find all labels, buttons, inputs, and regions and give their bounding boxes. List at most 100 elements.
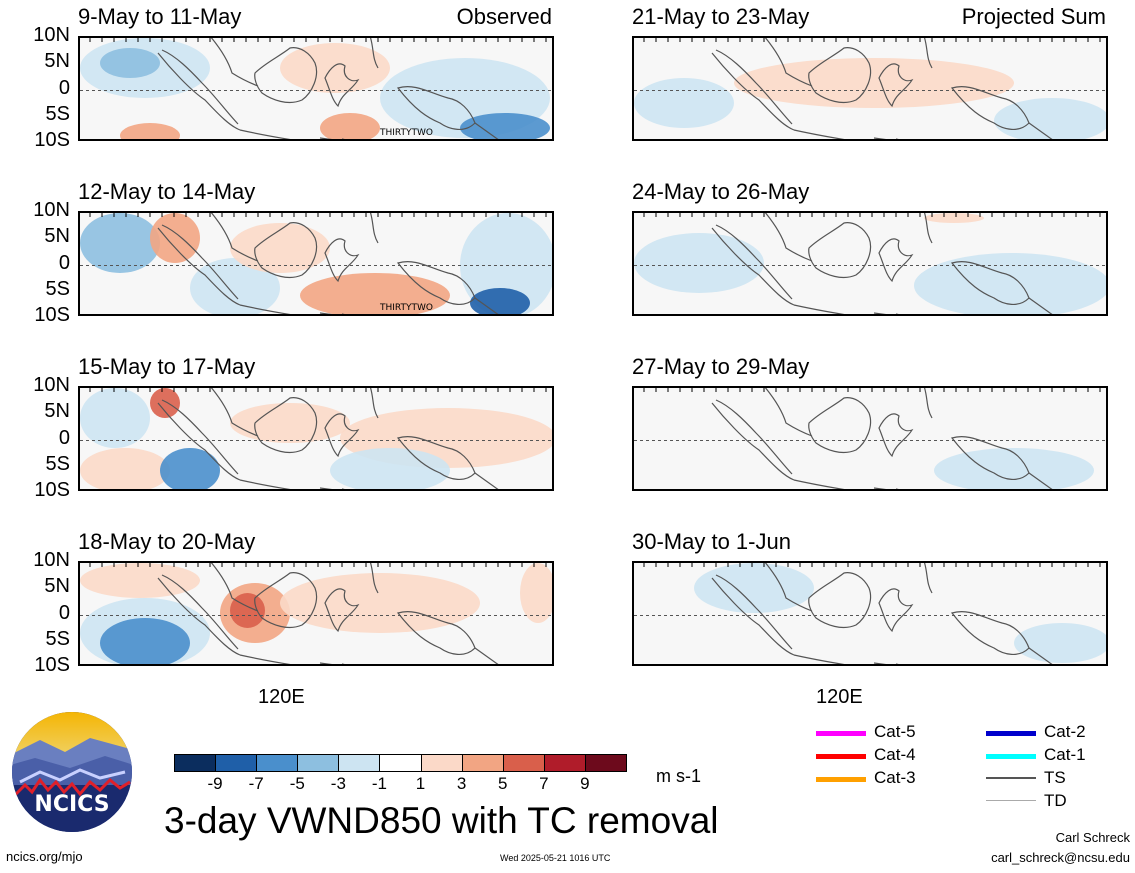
- colorbar-tick-label: 5: [497, 774, 508, 793]
- y-axis-label: 10S: [34, 479, 70, 501]
- coastline: [923, 38, 933, 69]
- y-axis-label: 0: [58, 76, 70, 99]
- map-area: THIRTYTWO: [78, 36, 554, 141]
- legend-swatch: [816, 731, 866, 736]
- colorbar-tick-label: -5: [289, 774, 305, 793]
- legend-swatch: [816, 754, 866, 759]
- anomaly-shading: [470, 288, 530, 314]
- coastline: [923, 563, 933, 594]
- colorbar-swatch: [584, 754, 627, 772]
- coastline: [923, 388, 933, 419]
- coastline: [873, 662, 899, 664]
- colorbar-swatch: [502, 754, 545, 772]
- y-axis-label: 0: [58, 251, 70, 274]
- map-area: [78, 386, 554, 491]
- coastline: [808, 572, 872, 629]
- colorbar-swatch: [256, 754, 299, 772]
- coastline: [1028, 122, 1053, 139]
- anomaly-shading: [280, 573, 480, 633]
- y-axis-label: 5N: [44, 400, 70, 423]
- anomaly-shading: [160, 448, 220, 489]
- coastline: [474, 297, 499, 314]
- x-axis-label-left: 120E: [258, 686, 305, 708]
- anomaly-shading: [694, 563, 814, 613]
- anomaly-shading: [80, 448, 170, 489]
- storm-label: THIRTYTWO: [380, 303, 433, 313]
- coastline: [715, 224, 793, 300]
- coastline: [239, 129, 291, 139]
- coastline: [210, 388, 259, 437]
- colorbar-tick-label: -7: [248, 774, 264, 793]
- coastline: [324, 238, 360, 283]
- coastline: [878, 63, 914, 108]
- anomaly-shading: [914, 253, 1106, 314]
- anomaly-shading: [634, 233, 764, 293]
- coastline: [878, 413, 914, 458]
- coastline: [161, 399, 239, 475]
- anomaly-shading: [190, 258, 280, 314]
- legend-label: TD: [1044, 791, 1067, 810]
- map-area: [632, 36, 1108, 141]
- colorbar-tick-label: -3: [330, 774, 346, 793]
- footer-email[interactable]: carl_schreck@ncsu.edu: [991, 850, 1130, 865]
- footer-author: Carl Schreck: [1055, 830, 1130, 845]
- coastline: [369, 38, 379, 69]
- coastline: [161, 49, 239, 125]
- coastline: [210, 213, 259, 262]
- map-area: [632, 211, 1108, 316]
- anomaly-shading: [150, 388, 180, 418]
- coastline: [808, 222, 872, 279]
- legend-label: TS: [1044, 768, 1066, 787]
- y-axis-label: 5S: [45, 627, 70, 650]
- legend-swatch: [986, 731, 1036, 736]
- panel-title: 30-May to 1-Jun: [632, 529, 791, 554]
- footer-url[interactable]: ncics.org/mjo: [6, 849, 83, 864]
- coastline: [239, 304, 291, 314]
- coastline: [793, 129, 845, 139]
- y-axis-label: 5N: [44, 575, 70, 598]
- anomaly-shading: [634, 78, 734, 128]
- ncics-logo[interactable]: NCICS: [10, 710, 134, 834]
- coastline: [793, 654, 845, 664]
- coastline: [711, 227, 795, 306]
- coastline: [715, 574, 793, 650]
- coastline: [474, 647, 499, 664]
- anomaly-shading: [80, 563, 200, 598]
- map-area: [632, 561, 1108, 666]
- storm-label: THIRTYTWO: [380, 128, 433, 138]
- y-axis-label: 10S: [34, 304, 70, 326]
- coastline: [764, 38, 813, 87]
- coastline: [764, 563, 813, 612]
- legend-swatch: [986, 777, 1036, 779]
- coastline: [873, 487, 899, 489]
- y-axis-label: 5S: [45, 102, 70, 125]
- colorbar-unit: m s-1: [656, 766, 701, 786]
- y-axis-label: 5S: [45, 277, 70, 300]
- coastline: [474, 472, 499, 489]
- anomaly-shading: [330, 448, 450, 489]
- x-axis-label-right: 120E: [816, 686, 863, 708]
- anomaly-shading: [734, 58, 1014, 108]
- coastline: [369, 388, 379, 419]
- coastline: [157, 577, 241, 656]
- colorbar-swatch: [543, 754, 586, 772]
- coastline: [711, 52, 795, 131]
- y-axis-label: 5N: [44, 50, 70, 73]
- y-axis-label: 10N: [33, 24, 70, 46]
- coastline: [873, 137, 899, 139]
- panel-title: 9-May to 11-May: [78, 4, 242, 29]
- anomaly-shading: [460, 113, 550, 139]
- legend-swatch: [816, 777, 866, 782]
- anomaly-shading: [320, 113, 380, 139]
- anomaly-shading: [80, 388, 150, 448]
- anomaly-shading: [100, 618, 190, 664]
- map-area: [78, 561, 554, 666]
- coastline: [1028, 647, 1053, 664]
- colorbar-swatch: [297, 754, 340, 772]
- coastline: [324, 413, 360, 458]
- coastline: [239, 479, 291, 489]
- anomaly-shading: [460, 213, 552, 314]
- y-axis-label: 10N: [33, 199, 70, 221]
- coastline: [808, 47, 872, 104]
- coastline: [474, 122, 499, 139]
